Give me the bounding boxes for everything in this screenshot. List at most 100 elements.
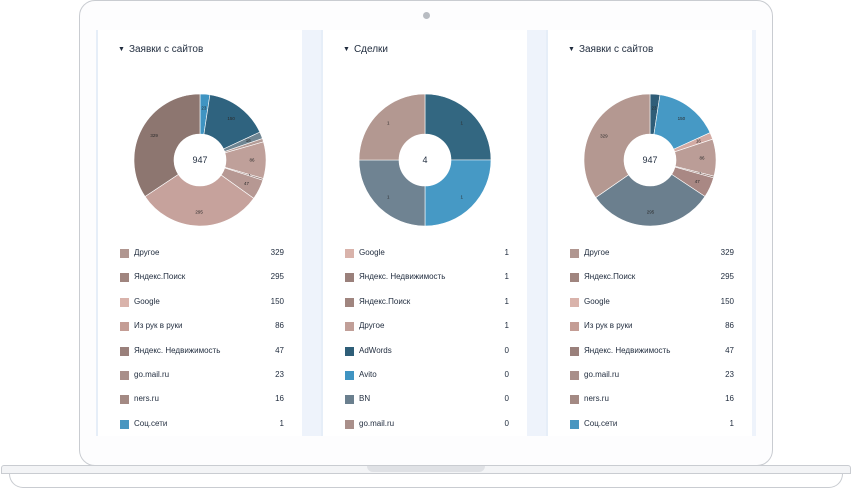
legend-value: 1 [504,321,509,331]
slice-data-label: 16 [246,138,252,143]
collapse-caret-icon[interactable]: ▼ [118,46,125,53]
legend-value: 0 [504,418,509,428]
legend-item[interactable]: go.mail.ru 0 [343,418,509,436]
legend-item[interactable]: Avito 0 [343,369,509,393]
legend-value: 295 [720,272,734,282]
legend-item[interactable]: Яндекс.Поиск 295 [568,271,734,295]
legend-value: 1 [729,418,734,428]
donut-chart: 23 150 16 86 1 47 295 329 947 [133,93,267,227]
legend-item[interactable]: Google 1 [343,247,509,271]
legend-label: Другое [584,248,610,257]
legend-value: 150 [720,296,734,306]
slice-data-label: 23 [651,106,657,111]
panel-title[interactable]: ▼ Сделки [343,44,388,55]
legend-item[interactable]: Из рук в руки 86 [568,320,734,344]
legend-value: 329 [720,248,734,257]
legend-item[interactable]: Яндекс.Поиск 295 [118,271,284,295]
legend-item[interactable]: Другое 329 [118,247,284,271]
legend-swatch [345,249,354,258]
panel-title-text: Заявки с сайтов [128,44,204,55]
donut-total-label: 947 [642,155,657,165]
legend-item[interactable]: Google 150 [568,296,734,320]
slice-data-label: 150 [227,116,235,121]
collapse-caret-icon[interactable]: ▼ [568,46,575,53]
donut-total-label: 4 [422,155,427,165]
panel-title[interactable]: ▼ Заявки с сайтов [118,44,203,55]
slice-data-label: 295 [195,209,203,214]
legend-swatch [345,419,354,429]
legend-item[interactable]: Яндекс.Поиск 1 [343,296,509,320]
legend-item[interactable]: go.mail.ru 23 [118,369,284,393]
legend-item[interactable]: Google 150 [118,296,284,320]
legend-value: 47 [725,345,734,355]
legend-label: Другое [359,321,385,331]
legend-item[interactable]: Другое 329 [568,247,734,271]
legend-item[interactable]: Соц.сети 1 [568,418,734,436]
legend-label: Google [584,296,610,306]
legend-value: 23 [725,369,734,379]
legend-value: 47 [275,345,284,355]
legend-item[interactable]: Из рук в руки 86 [118,320,284,344]
legend-item[interactable]: AdWords 0 [343,345,509,369]
legend-label: Соц.сети [584,418,618,428]
panel-leads-1: ▼ Заявки с сайтов 23 150 16 86 1 47 295 329 947 Д… [96,30,302,436]
legend-value: 1 [504,248,509,257]
legend-value: 0 [504,345,509,355]
legend-label: ners.ru [584,394,609,404]
slice-data-label: 1 [461,121,464,126]
legend: Google 1 Яндекс. Недвижимость 1 Яндекс.Поиск… [343,247,509,436]
dashboard-screen: ▼ Заявки с сайтов 23 150 16 86 1 47 295 329 947 Д… [96,30,756,436]
legend-label: ners.ru [134,394,159,404]
legend-label: Другое [134,248,160,257]
legend-swatch [345,346,354,356]
legend-swatch [345,370,354,380]
legend-swatch [570,297,579,307]
laptop-notch [367,466,485,472]
legend-swatch [345,297,354,307]
panel-title[interactable]: ▼ Заявки с сайтов [568,44,653,55]
legend-label: BN [359,394,371,404]
legend-label: Соц.сети [134,418,168,428]
donut-hole [399,134,451,186]
panel-leads-2: ▼ Заявки с сайтов 23 150 16 86 1 47 295 329 947 Д… [546,30,752,436]
legend-label: go.mail.ru [584,369,620,379]
legend-item[interactable]: Соц.сети 1 [118,418,284,436]
slice-data-label: 1 [461,194,464,199]
donut-slice[interactable] [133,93,201,197]
legend-value: 16 [725,394,734,404]
legend-item[interactable]: Другое 1 [343,320,509,344]
legend-value: 23 [275,369,284,379]
legend-label: Из рук в руки [134,321,183,331]
legend-label: Яндекс.Поиск [584,272,636,282]
legend-item[interactable]: Яндекс. Недвижимость 47 [118,345,284,369]
legend-value: 150 [270,296,284,306]
panel-title-text: Заявки с сайтов [578,44,654,55]
slice-data-label: 23 [201,106,207,111]
legend-value: 0 [504,394,509,404]
legend-item[interactable]: BN 0 [343,393,509,417]
legend: Другое 329 Яндекс.Поиск 295 Google 150 Из рук … [118,247,284,436]
slice-data-label: 295 [647,209,655,214]
panel-deals: ▼ Сделки 1 1 1 1 4 Google 1 Яндекс. Недвижимост… [321,30,527,436]
legend-item[interactable]: Яндекс. Недвижимость 47 [568,345,734,369]
legend-swatch [570,322,579,332]
legend-swatch [345,322,354,332]
slice-data-label: 1 [387,194,390,199]
legend-label: go.mail.ru [134,369,170,379]
slice-data-label: 150 [678,116,686,121]
legend-item[interactable]: go.mail.ru 23 [568,369,734,393]
legend-value: 0 [504,369,509,379]
legend-item[interactable]: ners.ru 16 [568,393,734,417]
legend-item[interactable]: Яндекс. Недвижимость 1 [343,271,509,295]
donut-hole [624,134,676,186]
legend-swatch [120,419,129,429]
legend-value: 295 [270,272,284,282]
webcam [423,12,430,19]
legend-label: Avito [359,369,377,379]
collapse-caret-icon[interactable]: ▼ [343,46,350,53]
legend-value: 86 [275,321,284,331]
legend-swatch [570,273,579,283]
slice-data-label: 1 [248,173,251,178]
legend-item[interactable]: ners.ru 16 [118,393,284,417]
legend-label: AdWords [359,345,392,355]
